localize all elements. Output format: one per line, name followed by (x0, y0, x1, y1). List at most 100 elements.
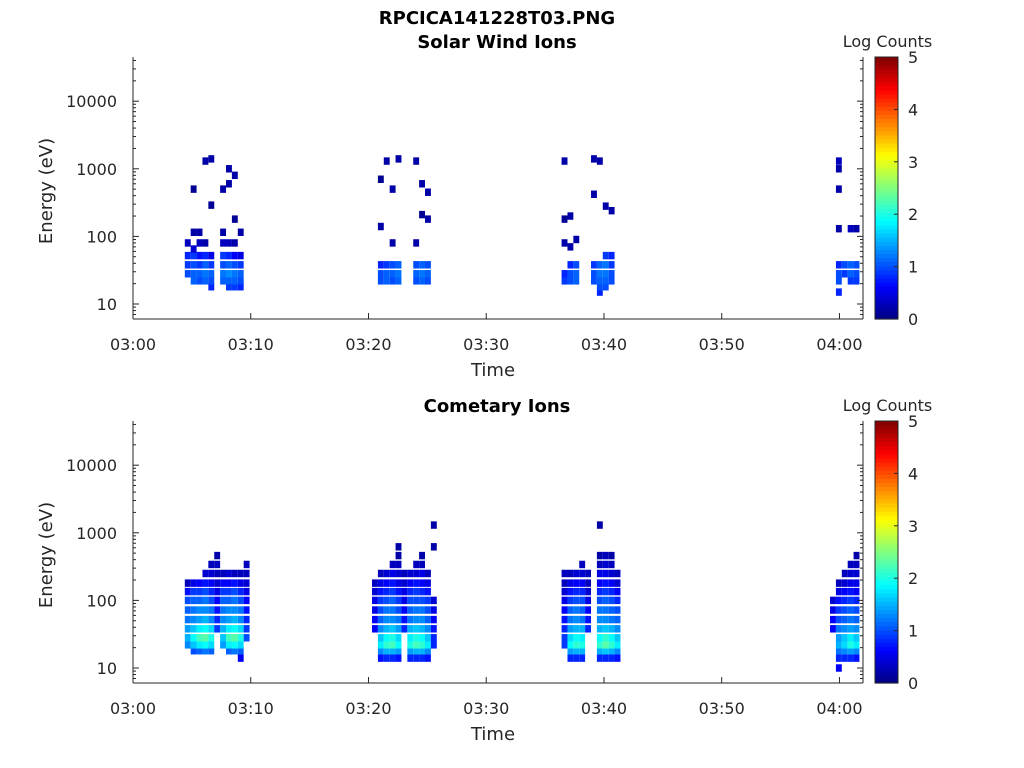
spectrogram-cell (184, 596, 191, 605)
spectrogram-cell (573, 235, 580, 244)
spectrogram-cell (389, 634, 396, 642)
spectrogram-cell (226, 277, 232, 285)
spectrogram-cell (608, 270, 615, 278)
spectrogram-cell (419, 261, 425, 269)
spectrogram-cell (573, 261, 580, 269)
spectrogram-cell (184, 239, 191, 247)
spectrogram-cell (596, 654, 603, 662)
spectrogram-cell (413, 270, 420, 278)
spectrogram-cell (835, 654, 842, 662)
spectrogram-cell (389, 185, 396, 193)
spectrogram-cell (413, 654, 420, 662)
spectrogram-cell (395, 641, 402, 649)
spectrogram-cell (226, 596, 232, 605)
spectrogram-cell (602, 202, 609, 210)
spectrogram-cell (602, 654, 609, 662)
spectrogram-cell (237, 587, 244, 596)
x-tick-label: 03:10 (228, 335, 274, 354)
spectrogram-cell (419, 569, 425, 578)
spectrogram-cell (425, 647, 431, 655)
spectrogram-cell (608, 551, 615, 560)
spectrogram-cell (226, 615, 232, 624)
spectrogram-cell (853, 569, 860, 578)
spectrogram-cell (196, 239, 203, 247)
spectrogram-cell (591, 190, 597, 198)
colorbar-segment (875, 61, 898, 66)
spectrogram-cell (190, 641, 197, 649)
spectrogram-cell (231, 277, 238, 285)
spectrogram-cell (573, 647, 580, 655)
spectrogram-cell (585, 625, 592, 633)
colorbar-segment (875, 425, 898, 430)
spectrogram-cell (202, 641, 209, 649)
spectrogram-cell (214, 569, 221, 578)
spectrogram-cell (579, 569, 586, 578)
spectrogram-cell (243, 606, 250, 614)
spectrogram-cell (231, 283, 238, 291)
spectrogram-cell (602, 596, 609, 605)
spectrogram-cell (591, 277, 597, 285)
spectrogram-cell (208, 277, 215, 285)
spectrogram-cell (841, 634, 848, 642)
spectrogram-cell (608, 634, 615, 642)
spectrogram-cell (430, 641, 437, 649)
spectrogram-cell (561, 606, 568, 614)
colorbar-segment (875, 224, 898, 230)
spectrogram-cell (214, 615, 221, 624)
spectrogram-cell (425, 277, 431, 285)
spectrogram-cell (573, 641, 580, 649)
spectrogram-cell (602, 270, 609, 278)
colorbar-segment (875, 490, 898, 496)
spectrogram-cell (389, 579, 396, 587)
spectrogram-cell (237, 615, 244, 624)
colorbar-segment (875, 625, 898, 631)
spectrogram-cell (243, 569, 250, 578)
spectrogram-cell (847, 579, 854, 587)
spectrogram-cell (202, 261, 209, 269)
panel-title: Cometary Ions (424, 396, 571, 417)
spectrogram-cell (389, 587, 396, 596)
spectrogram-cell (596, 560, 603, 569)
spectrogram-cell (614, 647, 621, 655)
spectrogram-cell (561, 270, 568, 278)
spectrogram-cell (430, 625, 437, 633)
spectrogram-cells (184, 521, 860, 672)
spectrogram-cell (383, 596, 390, 605)
spectrogram-cell (579, 625, 586, 633)
spectrogram-cell (596, 615, 603, 624)
spectrogram-cell (425, 615, 431, 624)
spectrogram-cell (602, 251, 609, 260)
spectrogram-cell (608, 261, 615, 269)
spectrogram-cell (835, 587, 842, 596)
spectrogram-cell (425, 625, 431, 633)
colorbar-segment (875, 282, 898, 287)
colorbar-segment (875, 601, 898, 606)
spectrogram-cell (579, 596, 586, 605)
colorbar-label: Log Counts (843, 396, 933, 415)
spectrogram-cell (853, 277, 860, 285)
spectrogram-cell (841, 579, 848, 587)
panel-title: Solar Wind Ions (417, 32, 576, 53)
spectrogram-cell (395, 625, 402, 633)
colorbar-segment (875, 502, 898, 508)
spectrogram-cell (395, 270, 402, 278)
spectrogram-cell (835, 224, 842, 233)
x-tick-label: 03:10 (228, 699, 274, 718)
spectrogram-cell (202, 587, 209, 596)
colorbar-tick-label: 5 (908, 48, 918, 67)
spectrogram-cell (231, 641, 238, 649)
spectrogram-cell (208, 283, 215, 291)
spectrogram-cell (202, 606, 209, 614)
spectrogram-cell (202, 569, 209, 578)
x-tick-label: 03:40 (581, 335, 627, 354)
spectrogram-cell (202, 596, 209, 605)
spectrogram-cell (214, 596, 221, 605)
spectrogram-cell (220, 261, 227, 269)
colorbar-segment (875, 290, 898, 296)
spectrogram-cell (231, 261, 238, 269)
spectrogram-cell (220, 569, 227, 578)
colorbar-frame (874, 420, 899, 684)
spectrogram-cell (220, 606, 227, 614)
spectrogram-cell (226, 647, 232, 655)
colorbar-segment (875, 474, 898, 479)
